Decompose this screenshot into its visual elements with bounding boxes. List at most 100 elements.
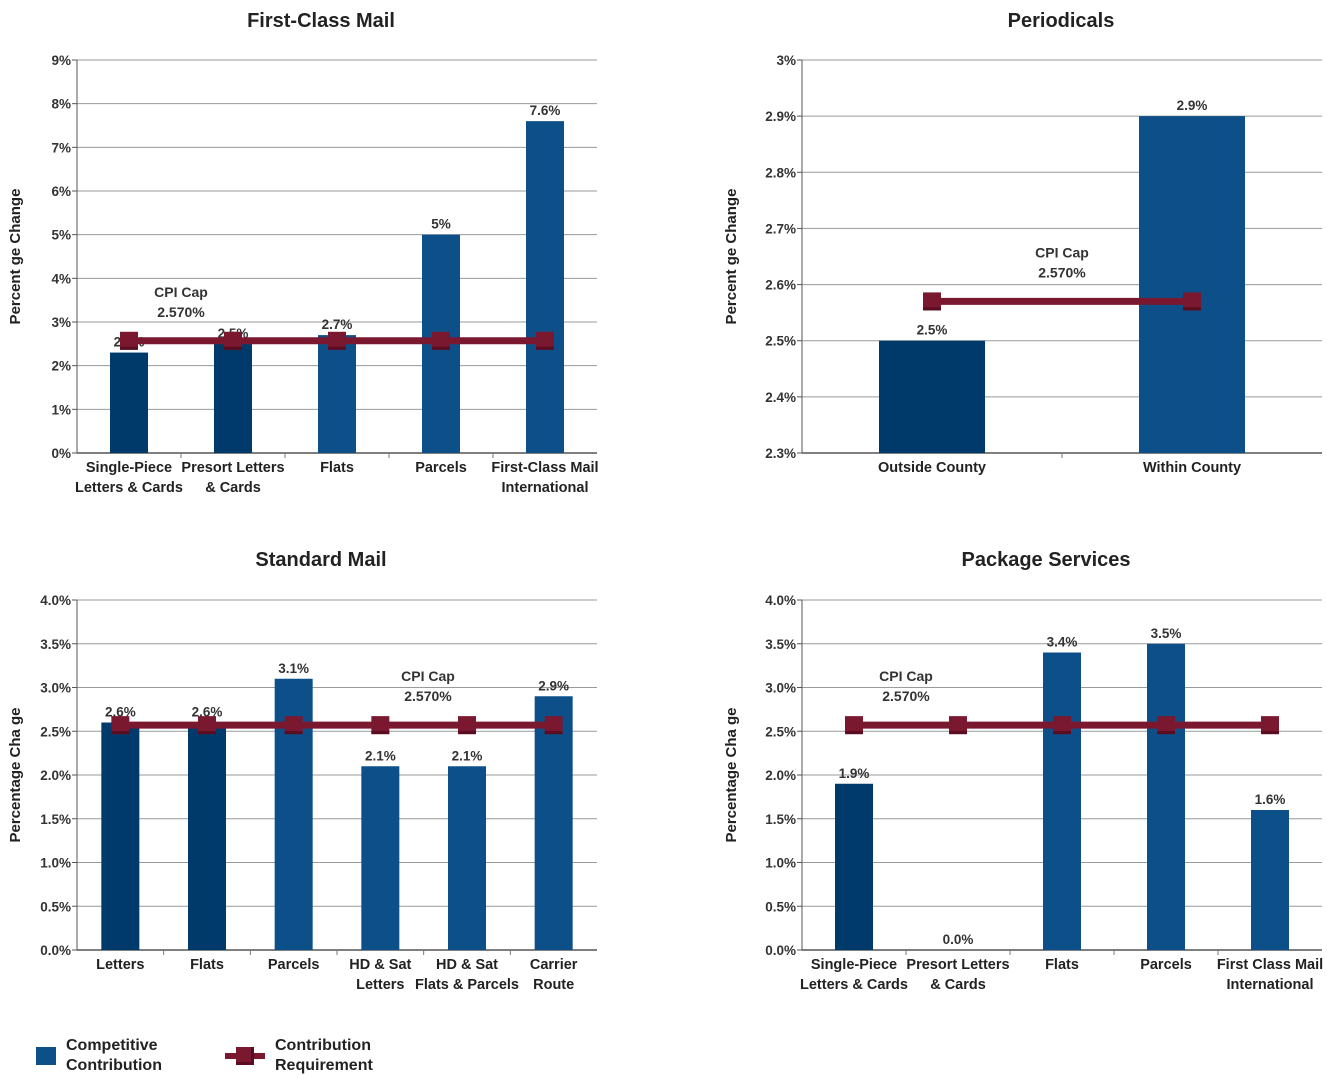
x-tick-label: Letters bbox=[356, 977, 404, 993]
chart-title: Standard Mail bbox=[255, 549, 386, 571]
chart-standard-mail: Standard Mail Percentage Cha ge 0.0% 0.5% 1.… bbox=[7, 549, 597, 993]
y-tick-label: 3% bbox=[776, 53, 796, 68]
cpi-marker-shade bbox=[432, 346, 450, 350]
x-tick-label: Presort Letters bbox=[181, 460, 284, 476]
chart-periodicals: Periodicals Percent ge Change 2.3% 2.4% 2.5%… bbox=[723, 10, 1322, 476]
cpi-value-label: 2.570% bbox=[882, 688, 930, 704]
y-tick-label: 4.0% bbox=[40, 593, 71, 608]
bar bbox=[1139, 116, 1245, 454]
data-label: 2.9% bbox=[1177, 98, 1208, 113]
x-tick-label: HD & Sat bbox=[436, 957, 498, 973]
cpi-marker bbox=[1261, 716, 1279, 735]
y-tick-label: 4.0% bbox=[765, 593, 796, 608]
x-tick-label: Presort Letters bbox=[906, 957, 1009, 973]
x-tick-label: Flats & Parcels bbox=[415, 977, 519, 993]
x-tick-label: Flats bbox=[320, 460, 354, 476]
cpi-marker-shade bbox=[328, 346, 346, 350]
legend-label-competitive: Competitive Contribution bbox=[66, 1037, 162, 1074]
data-label: 1.9% bbox=[839, 766, 870, 781]
cpi-marker-shade bbox=[120, 346, 138, 350]
chart-package-services: Package Services Percentage Cha ge 0.0% 0.5… bbox=[723, 549, 1323, 993]
cpi-marker bbox=[328, 331, 346, 350]
data-label: 5% bbox=[431, 217, 451, 232]
y-axis-label: Percentage Cha ge bbox=[7, 707, 24, 842]
data-label: 2.7% bbox=[322, 317, 353, 332]
x-tick-label: Letters bbox=[96, 957, 144, 973]
cpi-marker-shade bbox=[923, 307, 941, 311]
y-tick-label: 1.5% bbox=[765, 812, 796, 827]
x-tick-label: International bbox=[501, 480, 588, 496]
y-tick-label: 4% bbox=[51, 271, 71, 286]
y-tick-label: 2.9% bbox=[765, 109, 796, 124]
y-tick-label: 1% bbox=[51, 402, 71, 417]
cpi-marker-shade bbox=[1053, 731, 1071, 735]
x-tick-label: HD & Sat bbox=[349, 957, 411, 973]
y-tick-label: 3.0% bbox=[765, 681, 796, 696]
y-tick-label: 5% bbox=[51, 228, 71, 243]
cpi-marker-shade bbox=[544, 731, 563, 735]
x-tick-label: International bbox=[1226, 977, 1313, 993]
y-tick-label: 2.5% bbox=[765, 334, 796, 349]
y-tick-label: 2% bbox=[51, 359, 71, 374]
bar bbox=[361, 766, 400, 950]
cpi-marker bbox=[198, 716, 216, 735]
cpi-marker-shade bbox=[111, 731, 130, 735]
cpi-marker-shade bbox=[198, 731, 216, 735]
y-axis-label: Percent ge Change bbox=[7, 189, 24, 325]
x-tick-label: Letters & Cards bbox=[800, 977, 908, 993]
x-tick-label: First-Class Mail bbox=[491, 460, 598, 476]
y-tick-label: 2.5% bbox=[40, 724, 71, 739]
y-axis-label: Percentage Cha ge bbox=[723, 707, 740, 842]
bar bbox=[526, 121, 564, 453]
x-tick-label: Parcels bbox=[268, 957, 320, 973]
data-label: 2.1% bbox=[452, 748, 483, 763]
cpi-marker bbox=[544, 716, 563, 735]
y-tick-label: 3.0% bbox=[40, 681, 71, 696]
y-tick-label: 6% bbox=[51, 184, 71, 199]
legend-item-requirement: Contribution Requirement bbox=[225, 1036, 373, 1076]
data-label: 3.4% bbox=[1047, 635, 1078, 650]
cpi-marker-shade bbox=[536, 346, 554, 350]
y-tick-label: 9% bbox=[51, 53, 71, 68]
y-tick-label: 3.5% bbox=[765, 637, 796, 652]
cpi-marker bbox=[1157, 716, 1175, 735]
legend-item-competitive: Competitive Contribution bbox=[36, 1036, 162, 1076]
x-tick-label: Single-Piece bbox=[86, 460, 172, 476]
bar bbox=[835, 783, 873, 950]
y-tick-label: 2.0% bbox=[40, 768, 71, 783]
x-tick-label: Single-Piece bbox=[811, 957, 897, 973]
chart-title: Periodicals bbox=[1008, 10, 1115, 32]
cpi-marker-shade bbox=[371, 731, 390, 735]
x-tick-label: First Class Mail bbox=[1217, 957, 1323, 973]
legend: Competitive Contribution Contribution Re… bbox=[30, 1036, 450, 1076]
cpi-marker bbox=[949, 716, 967, 735]
x-tick-label: Within County bbox=[1143, 460, 1241, 476]
y-tick-label: 2.6% bbox=[765, 278, 796, 293]
x-tick-label: Parcels bbox=[415, 460, 467, 476]
y-axis-label: Percent ge Change bbox=[723, 189, 740, 325]
y-tick-label: 2.8% bbox=[765, 165, 796, 180]
y-tick-label: 2.7% bbox=[765, 221, 796, 236]
x-tick-label: Flats bbox=[190, 957, 224, 973]
cpi-marker bbox=[111, 716, 130, 735]
cpi-marker bbox=[845, 716, 863, 735]
data-label: 3.5% bbox=[1151, 626, 1182, 641]
cpi-marker bbox=[120, 331, 138, 350]
data-label: 2.9% bbox=[538, 678, 569, 693]
cpi-label: CPI Cap bbox=[401, 668, 455, 684]
cpi-label: CPI Cap bbox=[154, 284, 208, 300]
y-tick-label: 1.0% bbox=[765, 856, 796, 871]
data-label: 1.6% bbox=[1255, 792, 1286, 807]
y-tick-label: 8% bbox=[51, 97, 71, 112]
cpi-value-label: 2.570% bbox=[1038, 264, 1086, 280]
y-tick-label: 0.5% bbox=[765, 899, 796, 914]
cpi-marker bbox=[284, 716, 303, 735]
y-tick-label: 2.3% bbox=[765, 446, 796, 461]
x-tick-label: Letters & Cards bbox=[75, 480, 183, 496]
y-tick-label: 0% bbox=[51, 446, 71, 461]
chart-first-class-mail: First-Class Mail Percent ge Change 0% 1% 2% 3… bbox=[7, 10, 599, 496]
cpi-marker-shade bbox=[1157, 731, 1175, 735]
cpi-marker-shade bbox=[1261, 731, 1279, 735]
y-tick-label: 1.0% bbox=[40, 856, 71, 871]
